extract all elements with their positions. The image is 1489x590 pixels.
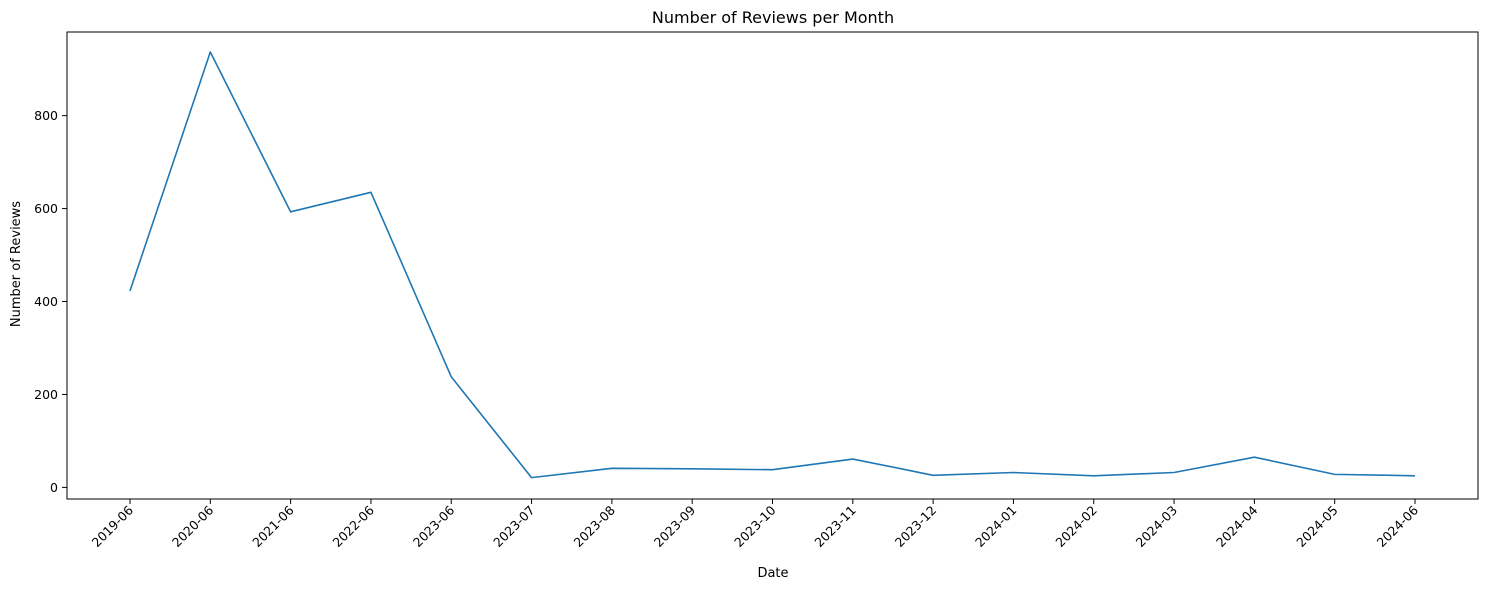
y-tick-label-200: 200: [34, 387, 58, 402]
x-tick-label-2020-06: 2020-06: [169, 502, 217, 550]
y-tick-label-800: 800: [34, 108, 58, 123]
x-tick-label-2024-03: 2024-03: [1133, 503, 1181, 551]
chart-title: Number of Reviews per Month: [652, 8, 894, 27]
x-axis-label: Date: [757, 566, 788, 581]
x-tick-label-2024-02: 2024-02: [1052, 503, 1100, 551]
x-tick-label-2019-06: 2019-06: [89, 502, 137, 550]
x-tick-label-2024-06: 2024-06: [1374, 502, 1422, 550]
x-tick-label-2023-07: 2023-07: [490, 503, 538, 551]
axes-frame: [66, 31, 1479, 500]
x-tick-label-2023-09: 2023-09: [651, 502, 699, 550]
series-line-0: [129, 51, 1416, 479]
x-tick-label-2024-04: 2024-04: [1213, 502, 1261, 550]
x-tick-label-2024-05: 2024-05: [1293, 503, 1341, 551]
x-tick-label-2021-06: 2021-06: [249, 502, 297, 550]
y-tick-label-600: 600: [34, 201, 58, 216]
x-tick-label-2023-08: 2023-08: [570, 502, 618, 550]
x-tick-label-2022-06: 2022-06: [330, 502, 378, 550]
x-tick-label-2023-06: 2023-06: [410, 502, 458, 550]
plot-area: 0 200 400 600 800 2019-06 2020-06 2021-06 2022-0…: [34, 31, 1479, 551]
x-tick-label-2023-11: 2023-11: [811, 503, 859, 551]
y-tick-label-400: 400: [34, 294, 58, 309]
y-axis-label: Number of Reviews: [9, 201, 24, 327]
y-tick-label-0: 0: [50, 480, 58, 495]
x-tick-label-2023-10: 2023-10: [731, 502, 779, 550]
x-tick-label-2023-12: 2023-12: [892, 503, 940, 551]
x-tick-label-2024-01: 2024-01: [972, 503, 1020, 551]
